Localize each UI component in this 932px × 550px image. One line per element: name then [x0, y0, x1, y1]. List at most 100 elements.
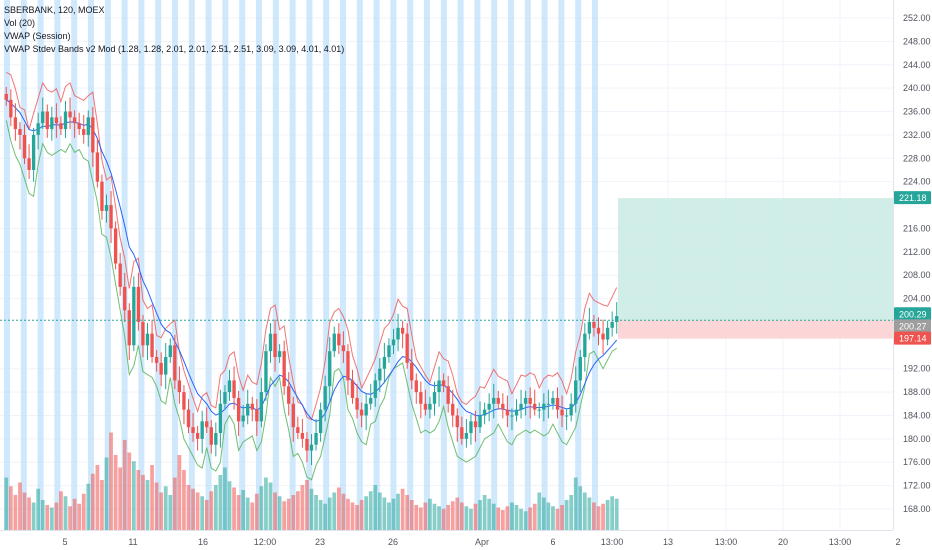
candle: [296, 427, 300, 434]
volume-bar: [450, 501, 455, 530]
candle: [501, 403, 505, 410]
time-tick-label: 13:00: [601, 537, 624, 547]
candle: [482, 409, 487, 416]
session-stripe: [407, 0, 414, 530]
candle: [241, 415, 245, 422]
volume-bar: [387, 502, 391, 530]
volume-bar: [341, 493, 346, 530]
volume-bar: [409, 500, 414, 530]
candle: [542, 403, 546, 410]
volume-bar: [510, 502, 514, 530]
volume-bar: [223, 467, 227, 530]
volume-bar: [423, 502, 428, 530]
session-stripe: [424, 0, 430, 530]
time-tick-label: 11: [128, 537, 137, 547]
volume-bar: [86, 483, 91, 530]
candle: [123, 286, 127, 311]
volume-bar: [336, 487, 341, 530]
session-stripe: [524, 0, 531, 530]
candle: [305, 438, 309, 451]
time-axis: 5 11 16 12:00 23 26 Apr 6 13:00 13 13:00 20 13:00 2: [62, 537, 900, 547]
time-tick-label: 13:00: [715, 537, 738, 547]
indicator-vwap[interactable]: VWAP (Session): [4, 31, 71, 41]
price-tick-label: 172.00: [903, 481, 931, 491]
indicator-vwap-bands[interactable]: VWAP Stdev Bands v2 Mod (1.28, 1.28, 2.0…: [4, 44, 345, 54]
candle: [569, 403, 573, 416]
candle: [132, 286, 136, 346]
candle: [423, 403, 428, 410]
volume-bar: [150, 465, 154, 530]
price-tick-label: 212.00: [903, 247, 931, 257]
volume-bar: [63, 496, 68, 530]
volume-bar: [191, 488, 195, 530]
candle: [587, 321, 592, 334]
volume-bar: [109, 432, 113, 530]
volume-bar: [560, 505, 564, 530]
candle: [391, 339, 396, 346]
candle: [428, 403, 432, 410]
candle: [332, 333, 336, 352]
candle: [68, 111, 72, 118]
candle: [127, 310, 131, 346]
volume-bar: [314, 495, 318, 530]
candle: [469, 421, 473, 434]
candle: [191, 427, 195, 434]
candle: [596, 327, 601, 334]
candle: [464, 433, 469, 439]
candle: [246, 403, 250, 416]
candle: [451, 403, 455, 416]
volume-bar: [491, 503, 496, 530]
position-tool: [618, 198, 893, 339]
session-stripe: [323, 0, 330, 530]
candle: [560, 409, 564, 416]
candle: [109, 205, 113, 229]
indicator-volume[interactable]: Vol (20): [4, 18, 36, 28]
candle: [546, 403, 551, 405]
volume-bar: [227, 481, 232, 530]
volume-bar: [578, 486, 583, 530]
volume-bar: [49, 507, 54, 530]
price-tick-label: 248.00: [903, 36, 931, 46]
volume-bar: [127, 452, 132, 530]
volume-bar: [569, 495, 574, 530]
candle: [91, 117, 95, 153]
candle: [168, 345, 172, 358]
candle: [82, 129, 86, 135]
time-tick-label: 6: [550, 537, 555, 547]
candle: [523, 397, 528, 404]
volume-bar: [122, 440, 127, 530]
volume-bar: [573, 477, 578, 530]
candle: [205, 421, 209, 428]
volume-bar: [496, 507, 501, 530]
volume-bar: [446, 505, 451, 530]
candle: [578, 357, 582, 381]
candle: [583, 333, 587, 358]
volume-bar: [54, 502, 59, 530]
chart-title[interactable]: SBERBANK, 120, MOEX: [4, 5, 105, 15]
session-stripe: [491, 0, 498, 530]
volume-bar: [22, 492, 27, 530]
volume-bar: [291, 495, 296, 530]
volume-bar: [564, 500, 569, 530]
session-stripe: [138, 0, 145, 530]
session-stripe: [155, 0, 162, 530]
candle: [164, 357, 168, 375]
candle: [227, 380, 232, 393]
volume-bar: [437, 506, 441, 530]
price-tick-label: 228.00: [903, 153, 931, 163]
candle: [492, 397, 496, 404]
volume-bar: [282, 501, 287, 530]
candle: [364, 403, 368, 416]
candle: [268, 333, 273, 352]
volume-bar: [95, 465, 100, 530]
candle: [54, 117, 59, 124]
candle: [341, 345, 346, 352]
volume-bar: [277, 496, 282, 530]
candle: [514, 409, 519, 416]
candle: [177, 380, 182, 393]
session-stripes: [4, 0, 598, 530]
volume-bar: [350, 502, 355, 530]
price-label: 200.29: [894, 307, 931, 321]
candle: [218, 403, 223, 434]
